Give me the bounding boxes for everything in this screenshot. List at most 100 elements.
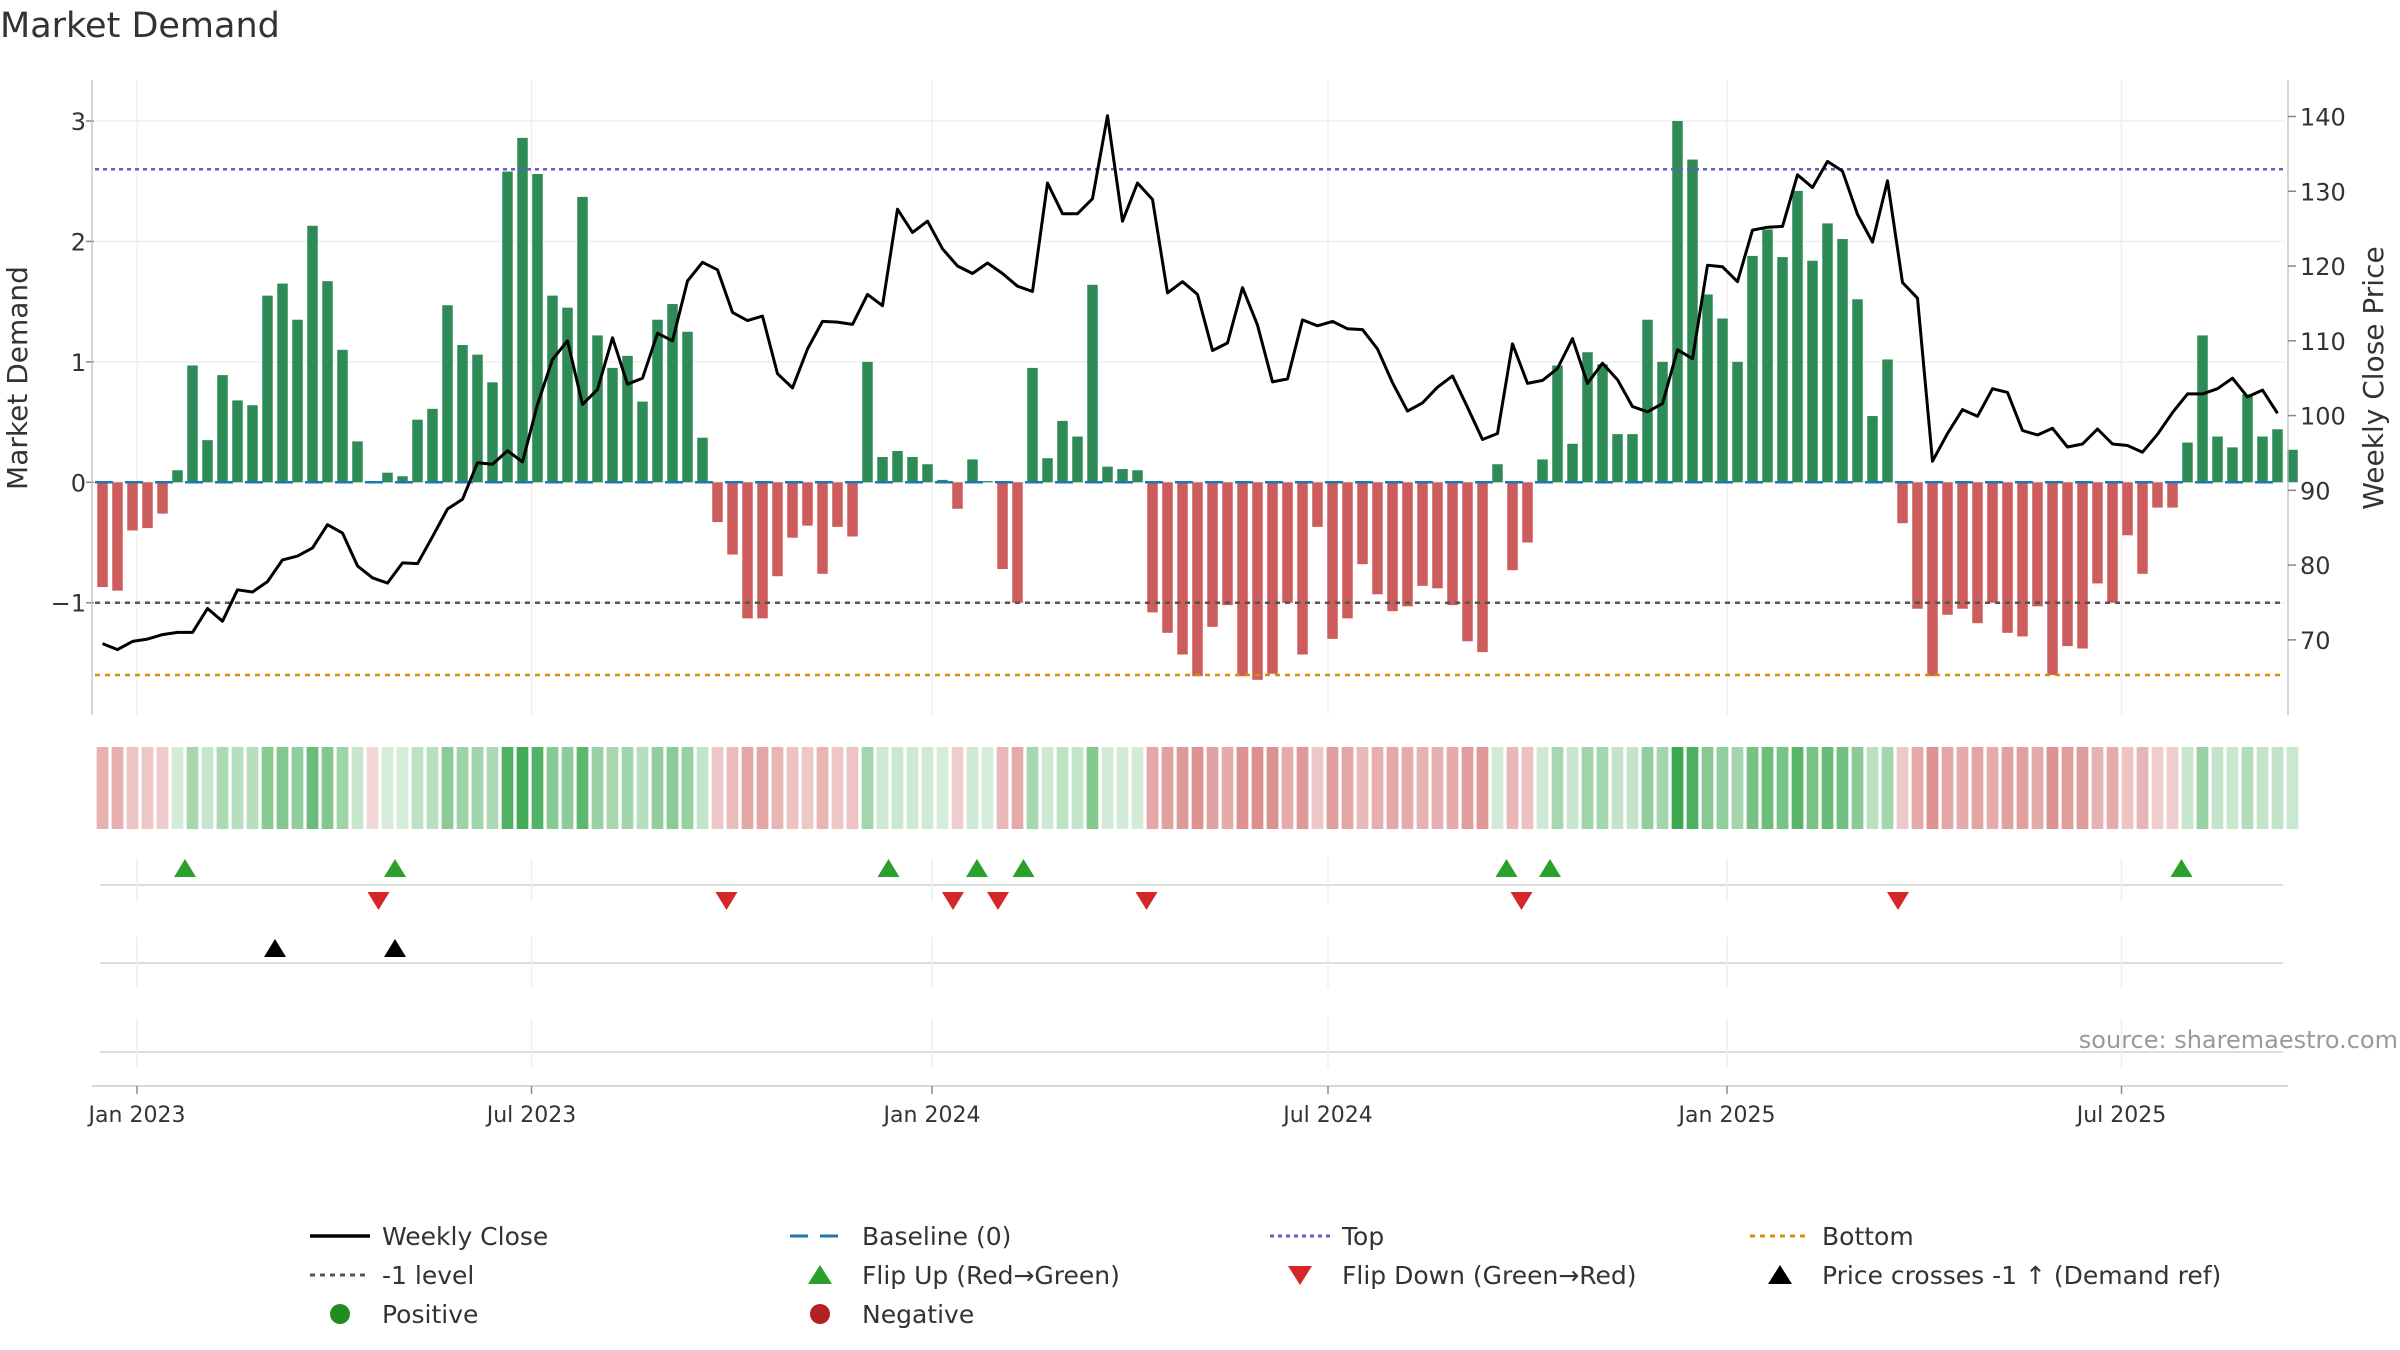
positive-bar <box>1642 319 1653 483</box>
heat-cell <box>981 747 994 829</box>
flip-up-marker <box>1495 859 1518 877</box>
positive-bar <box>232 400 243 483</box>
heat-cell <box>96 747 109 829</box>
negative-bar <box>1237 482 1248 677</box>
heat-cell <box>891 747 904 829</box>
flip-up-marker <box>877 859 900 877</box>
negative-bar <box>142 482 153 529</box>
heat-cell <box>2091 747 2104 829</box>
legend-price-cross-symbol <box>1768 1265 1792 1284</box>
heat-cell <box>1731 747 1744 829</box>
positive-bar <box>187 365 198 483</box>
heat-cell <box>651 747 664 829</box>
heat-cell <box>1956 747 1969 829</box>
negative-bar <box>1987 482 1998 603</box>
heat-cell <box>1566 747 1579 829</box>
y-right-tick-label: 70 <box>2300 627 2331 655</box>
positive-bar <box>907 457 918 483</box>
negative-bar <box>1372 482 1383 595</box>
heat-cell <box>801 747 814 829</box>
heat-cell <box>726 747 739 829</box>
positive-bar <box>1702 294 1713 483</box>
heat-cell <box>1851 747 1864 829</box>
negative-bar <box>802 482 813 526</box>
positive-bar <box>862 361 873 483</box>
heat-cell <box>1191 747 1204 829</box>
positive-bar <box>262 295 273 483</box>
negative-bar <box>1912 482 1923 609</box>
negative-bar <box>817 482 828 574</box>
negative-bar <box>1312 482 1323 527</box>
y-right-tick-label: 110 <box>2300 328 2346 356</box>
heat-cell <box>1026 747 1039 829</box>
negative-bar <box>1207 482 1218 627</box>
negative-bar <box>1177 482 1188 655</box>
heat-cell <box>1236 747 1249 829</box>
heat-cell <box>441 747 454 829</box>
flip-down-marker <box>1510 892 1533 910</box>
negative-bar <box>97 482 108 588</box>
heat-cell <box>1041 747 1054 829</box>
positive-bar <box>397 476 408 483</box>
positive-bar <box>1132 470 1143 483</box>
heat-cell <box>1701 747 1714 829</box>
positive-bar <box>652 319 663 483</box>
heat-cell <box>576 747 589 829</box>
negative-bar <box>2077 482 2088 649</box>
negative-bar <box>2032 482 2043 607</box>
heat-cell <box>2181 747 2194 829</box>
negative-bar <box>1462 482 1473 642</box>
positive-bar <box>427 408 438 483</box>
positive-bar <box>1552 365 1563 483</box>
positive-bar <box>1057 420 1068 483</box>
legend-positive-symbol <box>330 1304 350 1324</box>
heat-cell <box>336 747 349 829</box>
positive-bar <box>487 382 498 483</box>
heat-cell <box>2196 747 2209 829</box>
heat-cell <box>1656 747 1669 829</box>
heat-cell <box>681 747 694 829</box>
heat-cell <box>1986 747 1999 829</box>
positive-bar <box>637 401 648 483</box>
positive-bar <box>1852 299 1863 483</box>
negative-bar <box>1417 482 1428 586</box>
heat-cell <box>1446 747 1459 829</box>
right-axis-label: Weekly Close Price <box>2357 246 2390 509</box>
flip-down-marker <box>942 892 964 910</box>
positive-bar <box>1042 458 1053 483</box>
heat-cell <box>1116 747 1129 829</box>
heat-cell <box>1266 747 1279 829</box>
heat-cell <box>1386 747 1399 829</box>
positive-bar <box>322 281 333 483</box>
negative-bar <box>727 482 738 555</box>
positive-bar <box>577 196 588 483</box>
heat-cell <box>996 747 1009 829</box>
positive-bar <box>1117 469 1128 483</box>
y-right-tick-label: 90 <box>2300 477 2331 505</box>
legend-label: Bottom <box>1822 1222 1914 1251</box>
positive-bar <box>1762 229 1773 483</box>
heat-cell <box>1506 747 1519 829</box>
legend-label: Top <box>1341 1222 1384 1251</box>
negative-bar <box>1897 482 1908 524</box>
heat-cell <box>1536 747 1549 829</box>
heat-cell <box>546 747 559 829</box>
positive-bar <box>1732 361 1743 483</box>
negative-bar <box>1342 482 1353 619</box>
heat-cell <box>2271 747 2284 829</box>
heat-cell <box>1101 747 1114 829</box>
heat-cell <box>966 747 979 829</box>
heat-cell <box>1941 747 1954 829</box>
heat-cell <box>2046 747 2059 829</box>
positive-bar <box>1747 255 1758 483</box>
heat-cell <box>1881 747 1894 829</box>
heat-cell <box>2001 747 2014 829</box>
heat-cell <box>231 747 244 829</box>
heat-cell <box>936 747 949 829</box>
heat-cell <box>1746 747 1759 829</box>
heat-cell <box>111 747 124 829</box>
heat-cell <box>846 747 859 829</box>
legend-flip-up-symbol <box>808 1265 832 1284</box>
heat-cell <box>1296 747 1309 829</box>
heat-cell <box>1596 747 1609 829</box>
